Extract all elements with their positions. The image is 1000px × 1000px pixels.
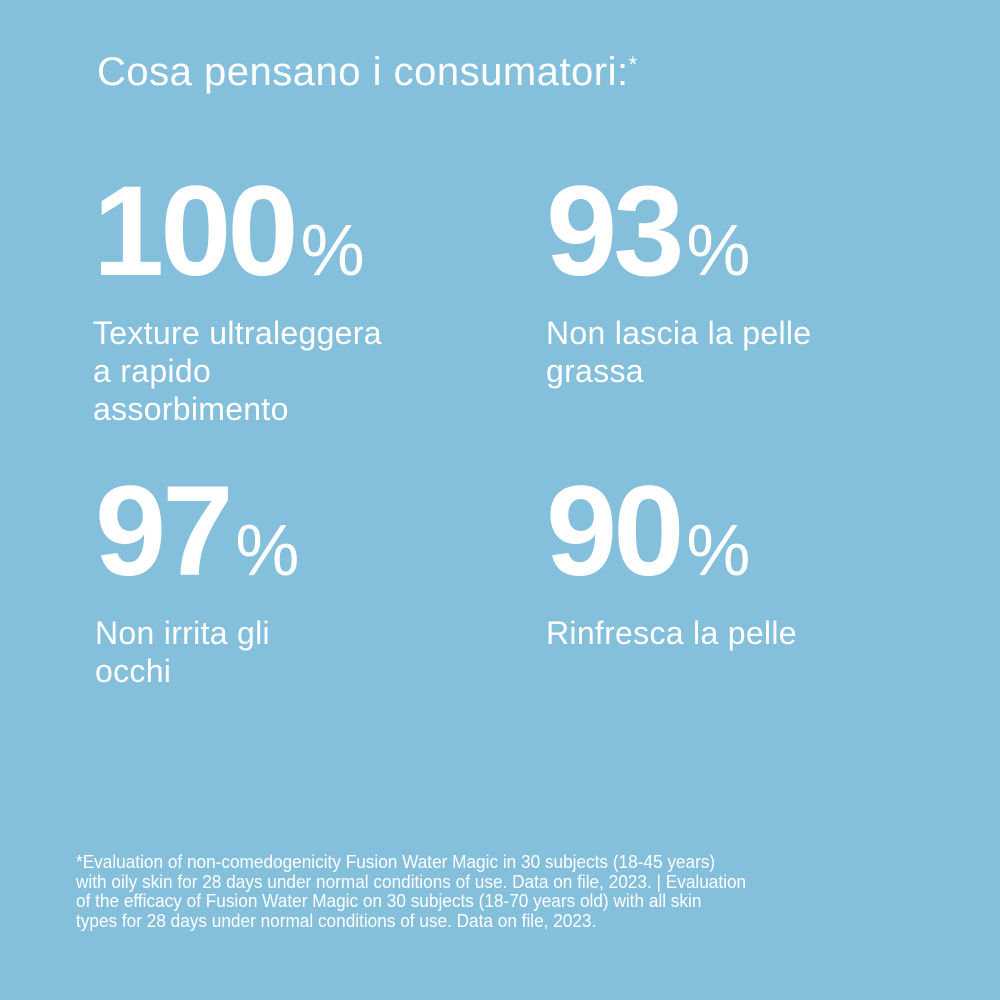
stat-refreshes: 90% Rinfresca la pelle (546, 468, 797, 652)
stat-not-oily: 93% Non lascia la pelle grassa (546, 168, 811, 390)
title-text: Cosa pensano i consumatori: (97, 50, 629, 94)
stat-label: Rinfresca la pelle (546, 615, 797, 651)
stat-unit: % (686, 211, 751, 291)
footnote-marker: * (628, 52, 638, 77)
stat-value: 100 (93, 160, 299, 303)
stat-unit: % (686, 511, 751, 591)
stat-label: Texture ultraleggera a rapido assorbimen… (93, 315, 382, 427)
stat-value: 90 (546, 460, 684, 603)
stat-no-eye-irritation: 97% Non irrita gli occhi (95, 468, 299, 690)
stat-unit: % (235, 511, 300, 591)
stat-value: 97 (95, 460, 233, 603)
stat-label: Non irrita gli occhi (95, 615, 270, 689)
stat-unit: % (300, 211, 365, 291)
footnote: *Evaluation of non-comedogenicity Fusion… (76, 851, 747, 931)
stat-label: Non lascia la pelle grassa (546, 315, 812, 389)
stat-value: 93 (546, 160, 684, 303)
page-title: Cosa pensano i consumatori:* (97, 50, 638, 95)
stat-texture: 100% Texture ultraleggera a rapido assor… (93, 168, 382, 428)
